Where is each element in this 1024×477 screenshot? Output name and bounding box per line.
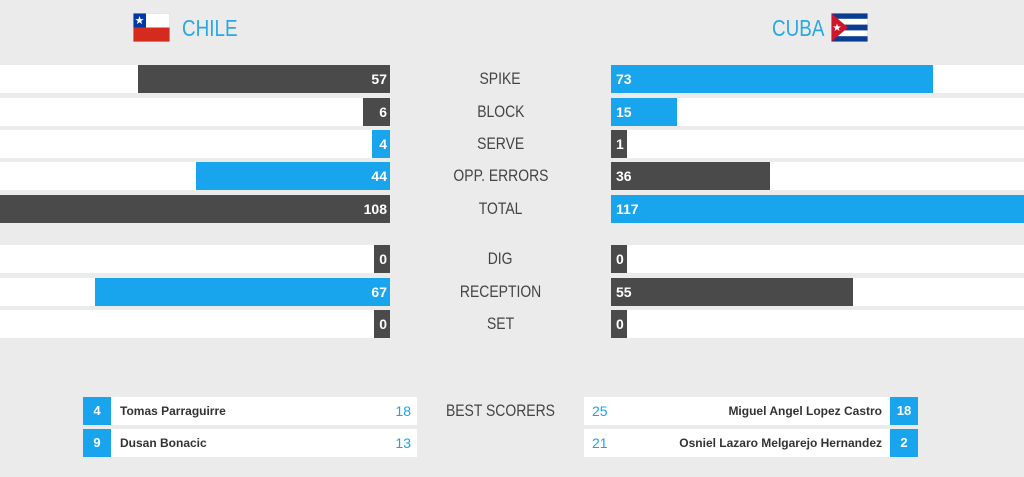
scorer-row-left-1: 4 Tomas Parraguirre 18 bbox=[83, 397, 417, 425]
bar-track-left: 44 bbox=[0, 162, 390, 190]
stat-row-set: 0 SET 0 bbox=[0, 310, 1024, 338]
bar-track-right: 117 bbox=[611, 195, 1024, 223]
player-number: 2 bbox=[890, 429, 918, 457]
stat-row-opp-errors: 44 OPP. ERRORS 36 bbox=[0, 162, 1024, 190]
stat-row-total: 108 TOTAL 117 bbox=[0, 195, 1024, 223]
player-points: 18 bbox=[395, 403, 411, 419]
bar-left: 4 bbox=[372, 130, 390, 158]
stat-label: BLOCK bbox=[476, 102, 525, 121]
bar-track-right: 1 bbox=[611, 130, 1024, 158]
player-name: Dusan Bonacic bbox=[120, 436, 207, 450]
bar-track-left: 4 bbox=[0, 130, 390, 158]
player-points: 21 bbox=[592, 435, 608, 451]
chile-flag-icon bbox=[133, 13, 170, 42]
bar-track-left: 0 bbox=[0, 310, 390, 338]
player-points: 25 bbox=[592, 403, 608, 419]
player-number: 18 bbox=[890, 397, 918, 425]
bar-track-right: 0 bbox=[611, 245, 1024, 273]
stat-label: TOTAL bbox=[478, 199, 523, 218]
stat-row-block: 6 BLOCK 15 bbox=[0, 98, 1024, 126]
bar-right: 36 bbox=[611, 162, 770, 190]
cuba-flag-icon bbox=[831, 13, 868, 42]
bar-right: 0 bbox=[611, 245, 627, 273]
bar-right: 55 bbox=[611, 278, 853, 306]
stat-label: RECEPTION bbox=[459, 282, 542, 301]
stat-label: DIG bbox=[488, 249, 513, 268]
bar-left: 0 bbox=[374, 245, 390, 273]
stat-label: OPP. ERRORS bbox=[452, 166, 549, 185]
scorer-row-left-2: 9 Dusan Bonacic 13 bbox=[83, 429, 417, 457]
bar-right: 73 bbox=[611, 65, 933, 93]
bar-right: 15 bbox=[611, 98, 677, 126]
bar-track-left: 0 bbox=[0, 245, 390, 273]
bar-right: 0 bbox=[611, 310, 627, 338]
bar-track-left: 6 bbox=[0, 98, 390, 126]
bar-track-right: 55 bbox=[611, 278, 1024, 306]
bar-track-right: 15 bbox=[611, 98, 1024, 126]
player-name: Osniel Lazaro Melgarejo Hernandez bbox=[679, 436, 882, 450]
stat-row-dig: 0 DIG 0 bbox=[0, 245, 1024, 273]
stat-label: SERVE bbox=[476, 134, 524, 153]
team-name-left: CHILE bbox=[182, 15, 238, 41]
bar-left: 0 bbox=[374, 310, 390, 338]
bar-right: 117 bbox=[611, 195, 1024, 223]
scorer-row-right-2: 21 Osniel Lazaro Melgarejo Hernandez 2 bbox=[584, 429, 918, 457]
bar-left: 57 bbox=[138, 65, 390, 93]
bar-track-left: 108 bbox=[0, 195, 390, 223]
player-points: 13 bbox=[395, 435, 411, 451]
bar-track-right: 0 bbox=[611, 310, 1024, 338]
bar-left: 108 bbox=[0, 195, 390, 223]
stat-row-reception: 67 RECEPTION 55 bbox=[0, 278, 1024, 306]
bar-left: 67 bbox=[95, 278, 390, 306]
stat-row-serve: 4 SERVE 1 bbox=[0, 130, 1024, 158]
bar-right: 1 bbox=[611, 130, 627, 158]
bar-track-right: 36 bbox=[611, 162, 1024, 190]
best-scorers-label: BEST SCORERS bbox=[445, 401, 555, 420]
scorer-row-right-1: 25 Miguel Angel Lopez Castro 18 bbox=[584, 397, 918, 425]
player-name: Miguel Angel Lopez Castro bbox=[728, 404, 882, 418]
team-name-right: CUBA bbox=[772, 15, 825, 41]
player-number: 9 bbox=[83, 429, 111, 457]
bar-track-left: 57 bbox=[0, 65, 390, 93]
player-name: Tomas Parraguirre bbox=[120, 404, 226, 418]
bar-track-left: 67 bbox=[0, 278, 390, 306]
stat-row-spike: 57 SPIKE 73 bbox=[0, 65, 1024, 93]
bar-left: 44 bbox=[196, 162, 390, 190]
bar-track-right: 73 bbox=[611, 65, 1024, 93]
player-number: 4 bbox=[83, 397, 111, 425]
stat-label: SET bbox=[486, 314, 515, 333]
stat-label: SPIKE bbox=[479, 69, 522, 88]
bar-left: 6 bbox=[363, 98, 390, 126]
